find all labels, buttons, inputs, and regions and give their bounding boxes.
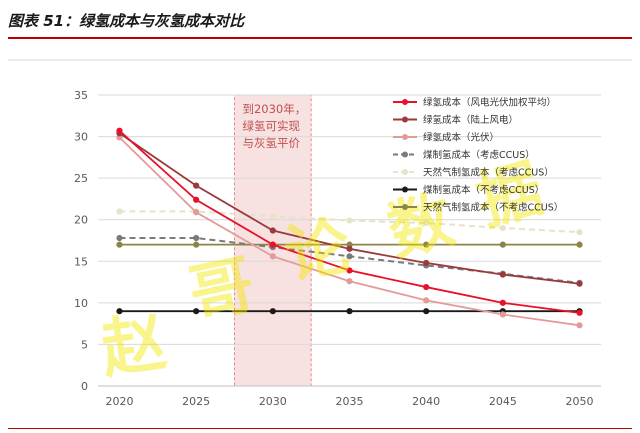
data-point xyxy=(576,229,583,236)
data-point xyxy=(499,311,506,318)
legend-label: 绿氢成本（风电光伏加权平均） xyxy=(423,97,556,109)
y-tick-label: 5 xyxy=(81,338,88,351)
data-point xyxy=(116,208,123,215)
data-point xyxy=(346,253,353,260)
legend-marker xyxy=(402,204,408,210)
y-tick-label: 25 xyxy=(74,172,88,185)
data-point xyxy=(116,308,123,315)
data-point xyxy=(116,241,123,248)
x-tick-label: 2040 xyxy=(412,395,440,408)
data-point xyxy=(346,217,353,224)
watermark-char: 哥 xyxy=(183,247,261,334)
data-point xyxy=(423,259,430,267)
data-point xyxy=(576,309,583,316)
legend: 绿氢成本（风电光伏加权平均） 绿氢成本（陆上风电） 绿氢成本（光伏） 煤制氢成本（考虑… xyxy=(393,97,563,214)
y-tick-label: 15 xyxy=(74,255,88,268)
data-point xyxy=(423,241,430,248)
y-tick-label: 35 xyxy=(74,89,88,102)
x-tick-label: 2030 xyxy=(259,395,287,408)
x-tick-label: 2020 xyxy=(105,395,133,408)
data-point xyxy=(269,253,276,260)
data-point xyxy=(193,196,200,203)
watermark-char: 赵 xyxy=(97,305,171,388)
data-point xyxy=(116,234,123,242)
legend-label: 天然气制氢成本（不考虑CCUS） xyxy=(423,202,563,214)
annotation-text-line: 到2030年， xyxy=(242,102,306,116)
data-point xyxy=(499,224,506,232)
data-point xyxy=(423,219,430,227)
data-point xyxy=(346,245,353,252)
title-divider xyxy=(8,37,632,39)
data-point xyxy=(269,213,276,220)
data-point xyxy=(116,127,123,134)
x-tick-label: 2025 xyxy=(182,395,210,408)
legend-marker xyxy=(402,116,408,123)
data-point xyxy=(423,283,430,291)
legend-label: 绿氢成本（陆上风电） xyxy=(423,114,518,126)
annotation-text-line: 与灰氢平价 xyxy=(242,136,300,150)
legend-marker xyxy=(402,99,408,105)
y-tick-label: 20 xyxy=(74,214,88,227)
legend-marker xyxy=(402,151,408,158)
x-tick-label: 2050 xyxy=(566,395,594,408)
data-point xyxy=(423,308,430,315)
x-tick-label: 2035 xyxy=(336,395,364,408)
legend-label: 煤制氢成本（不考虑CCUS） xyxy=(423,184,544,196)
data-point xyxy=(193,234,200,242)
x-tick-label: 2045 xyxy=(489,395,517,408)
data-point xyxy=(499,241,506,248)
data-point xyxy=(193,308,200,315)
data-point xyxy=(576,322,583,329)
data-point xyxy=(269,241,276,248)
annotation-shade xyxy=(233,94,312,387)
y-tick-label: 0 xyxy=(81,380,88,393)
data-point xyxy=(423,297,430,304)
bottom-divider xyxy=(8,428,632,429)
y-tick-label: 10 xyxy=(74,297,88,310)
annotation-text-line: 绿氢可实现 xyxy=(242,119,299,133)
series-group xyxy=(116,127,583,329)
legend-label: 煤制氢成本（考虑CCUS） xyxy=(423,149,535,161)
legend-marker xyxy=(402,186,408,193)
data-point xyxy=(346,308,353,315)
figure-title: 图表 51：绿氢成本与灰氢成本对比 xyxy=(8,12,245,30)
data-point xyxy=(346,278,353,285)
watermark-char: 论 xyxy=(280,209,357,294)
data-point xyxy=(269,308,276,315)
legend-marker xyxy=(402,134,408,140)
legend-marker xyxy=(402,169,408,175)
legend-label: 绿氢成本（光伏） xyxy=(423,132,499,144)
data-point xyxy=(499,271,506,278)
watermark: 赵哥论数据 xyxy=(97,151,551,388)
data-point xyxy=(499,299,506,306)
data-point xyxy=(193,241,200,248)
data-point xyxy=(576,280,583,287)
y-tick-label: 30 xyxy=(74,131,88,144)
data-point xyxy=(576,241,583,248)
data-point xyxy=(269,227,276,234)
data-point xyxy=(193,209,200,216)
data-point xyxy=(193,182,200,189)
legend-label: 天然气制氢成本（考虑CCUS） xyxy=(423,167,554,179)
data-point xyxy=(346,267,353,274)
